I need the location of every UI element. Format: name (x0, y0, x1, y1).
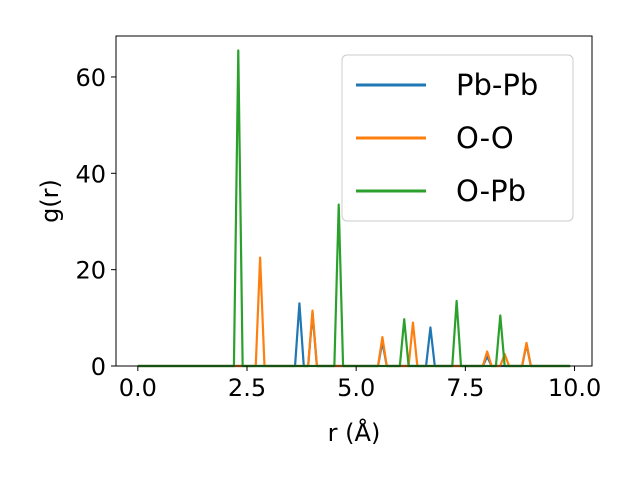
legend-label-pb-pb: Pb-Pb (456, 68, 538, 102)
x-tick-label: 5.0 (337, 374, 375, 402)
legend-label-o-o: O-O (456, 121, 514, 155)
axis-layer: 0.0 2.5 5.0 7.5 10.0 0 20 40 60 (75, 64, 601, 402)
x-tick-label: 10.0 (548, 374, 601, 402)
y-tick-label: 20 (75, 257, 106, 285)
y-axis-label: g(r) (36, 179, 64, 223)
y-tick-label: 60 (75, 64, 106, 92)
y-tick-label: 0 (91, 353, 106, 381)
x-tick-label: 7.5 (446, 374, 484, 402)
legend-box (341, 54, 574, 222)
legend-label-o-pb: O-Pb (456, 174, 526, 208)
y-tick-label: 40 (75, 160, 106, 188)
plot-frame (115, 35, 593, 367)
x-axis-label: r (Å) (328, 418, 381, 447)
x-tick-label: 0.0 (119, 374, 157, 402)
legend: Pb-Pb O-O O-Pb (341, 54, 574, 222)
x-tick-label: 2.5 (228, 374, 266, 402)
